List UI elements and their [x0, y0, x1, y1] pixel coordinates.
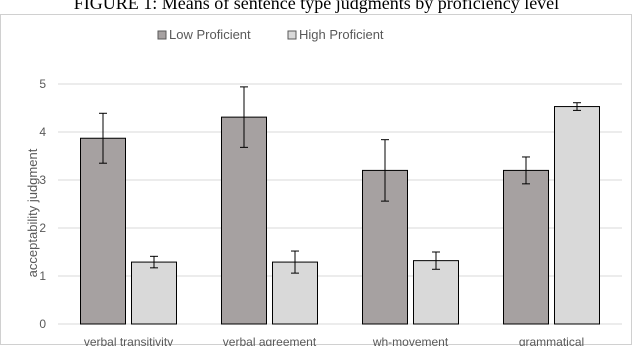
error-bar-low-proficient-wh-movement	[381, 139, 389, 202]
bar-low-proficient-verbal-agreement	[221, 116, 267, 325]
error-bar-high-proficient-verbal-agreement	[291, 250, 299, 274]
bar-high-proficient-wh-movement	[413, 260, 459, 325]
x-tick-verbal-agreement: verbal agreement	[223, 335, 317, 346]
error-bar-high-proficient-grammatical	[573, 102, 581, 111]
error-bar-high-proficient-verbal-transitivity	[150, 255, 158, 269]
y-tick-3: 3	[39, 173, 46, 187]
y-tick-labels: 0 1 2 3 4 5	[39, 77, 46, 331]
legend-swatch-low-proficient	[157, 30, 167, 40]
error-bar-low-proficient-verbal-transitivity	[99, 112, 107, 164]
x-tick-labels: verbal transitivity verbal agreement wh-mo…	[84, 335, 584, 346]
error-bars	[99, 86, 581, 274]
y-tick-5: 5	[39, 77, 46, 91]
error-bar-high-proficient-wh-movement	[432, 251, 440, 270]
x-tick-grammatical: grammatical	[519, 335, 584, 346]
legend-label-high-proficient: High Proficient	[299, 27, 384, 42]
y-axis-title: acceptability judgment	[25, 148, 40, 277]
y-tick-0: 0	[39, 317, 46, 331]
chart-frame	[0, 14, 632, 345]
y-tick-4: 4	[39, 125, 46, 139]
bar-low-proficient-verbal-transitivity	[80, 137, 126, 325]
error-bar-low-proficient-verbal-agreement	[240, 86, 248, 148]
legend-swatch-high-proficient	[287, 30, 297, 40]
y-tick-2: 2	[39, 221, 46, 235]
legend-label-low-proficient: Low Proficient	[169, 27, 251, 42]
figure-caption: FIGURE 1: Means of sentence type judgmen…	[73, 0, 560, 13]
bar-low-proficient-grammatical	[503, 169, 549, 325]
y-tick-1: 1	[39, 269, 46, 283]
bar-high-proficient-verbal-transitivity	[131, 261, 177, 325]
legend: Low Proficient High Proficient	[157, 27, 384, 42]
bars	[80, 106, 600, 325]
error-bar-low-proficient-grammatical	[522, 156, 530, 185]
x-tick-verbal-transitivity: verbal transitivity	[84, 335, 173, 346]
x-tick-wh-movement: wh-movement	[372, 335, 449, 346]
bar-high-proficient-grammatical	[554, 106, 600, 325]
